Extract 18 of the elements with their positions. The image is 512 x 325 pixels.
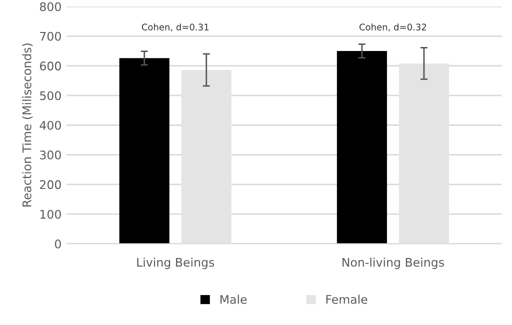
y-tick-label: 200 — [40, 180, 61, 190]
y-tick-label: 500 — [40, 91, 61, 100]
y-tick-label: 400 — [40, 120, 61, 130]
x-tick-label: Non-living Beings — [342, 258, 444, 270]
bar — [336, 50, 387, 244]
y-tick-label: 800 — [40, 2, 61, 12]
legend-label: Male — [220, 294, 247, 304]
y-axis-title: Reaction Time (Miliseconds) — [22, 44, 33, 207]
x-tick-label: Living Beings — [137, 258, 214, 270]
y-tick-label: 600 — [40, 62, 61, 70]
bar — [119, 58, 170, 244]
legend-label: Female — [326, 294, 368, 304]
annotation: Cohen, d=0.31 — [142, 23, 209, 32]
annotation: Cohen, d=0.32 — [359, 23, 426, 32]
y-tick-label: 300 — [40, 150, 61, 160]
y-tick-label: 100 — [40, 210, 61, 219]
y-tick-label: 700 — [40, 32, 61, 41]
y-tick-label: 0 — [54, 239, 61, 248]
